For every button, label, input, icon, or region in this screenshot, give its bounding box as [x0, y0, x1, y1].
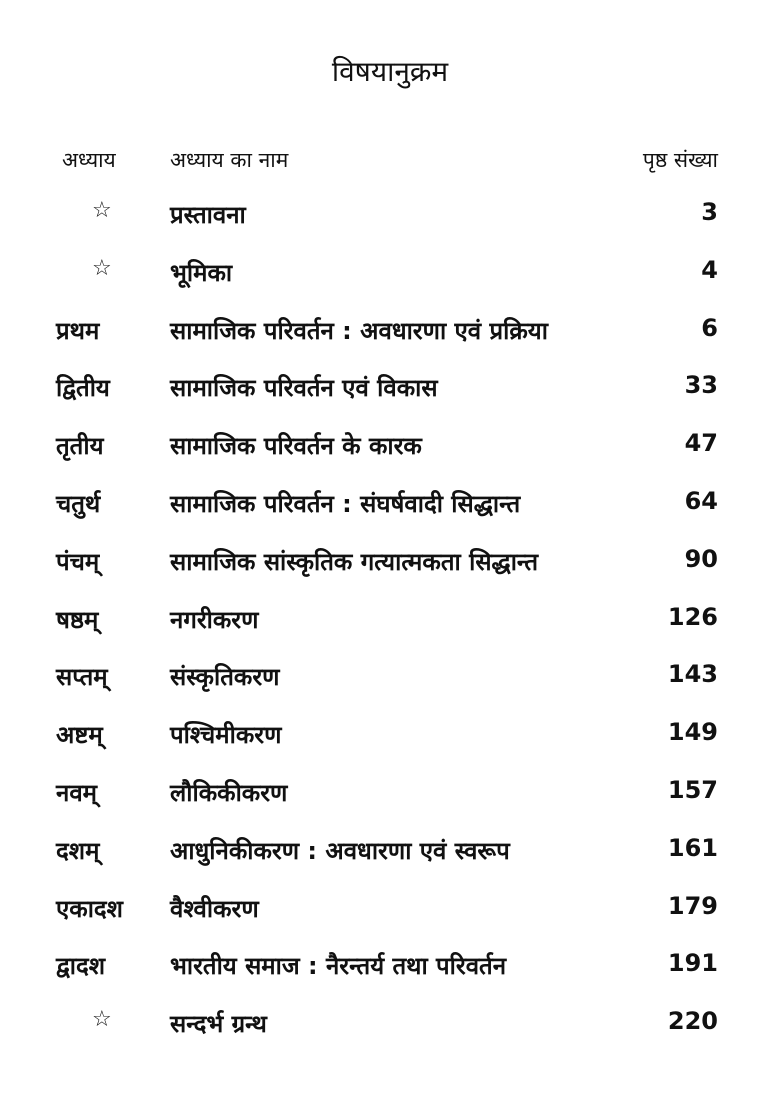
toc-row: षष्ठम् नगरीकरण 126 — [0, 603, 780, 661]
page-number: 64 — [684, 486, 718, 515]
toc-row: ☆ भूमिका 4 — [0, 256, 780, 314]
toc-row: अष्टम् पश्चिमीकरण 149 — [0, 718, 780, 776]
chapter-label: अष्टम् — [56, 721, 103, 750]
page-number: 126 — [667, 602, 718, 631]
page-number: 4 — [701, 255, 718, 284]
toc-row: ☆ सन्दर्भ ग्रन्थ 220 — [0, 1007, 780, 1065]
chapter-name: नगरीकरण — [170, 605, 259, 634]
toc-row: दशम् आधुनिकीकरण : अवधारणा एवं स्वरूप 161 — [0, 834, 780, 892]
page-number: 47 — [684, 429, 718, 458]
contents-list: ☆ प्रस्तावना 3 ☆ भूमिका 4 प्रथम सामाजिक परिवर्त… — [0, 198, 780, 1065]
page-title: विषयानुक्रम — [331, 55, 449, 88]
toc-row: सप्तम् संस्कृतिकरण 143 — [0, 660, 780, 718]
page-number: 6 — [701, 313, 718, 342]
chapter-label: पंचम् — [56, 547, 100, 576]
chapter-name: संस्कृतिकरण — [170, 663, 280, 692]
toc-row: प्रथम सामाजिक परिवर्तन : अवधारणा एवं प्रक… — [0, 314, 780, 372]
chapter-label: नवम् — [56, 778, 98, 807]
toc-row: द्वादश भारतीय समाज : नैरन्तर्य तथा परिवर्… — [0, 949, 780, 1007]
chapter-name: आधुनिकीकरण : अवधारणा एवं स्वरूप — [170, 836, 510, 865]
chapter-label: तृतीय — [56, 432, 104, 461]
chapter-label: चतुर्थ — [56, 489, 101, 518]
page-number: 149 — [667, 718, 718, 747]
chapter-name: सामाजिक परिवर्तन : अवधारणा एवं प्रक्रिया — [170, 316, 548, 345]
chapter-name: भूमिका — [170, 258, 233, 287]
page-number: 179 — [667, 891, 718, 920]
page-number: 90 — [684, 544, 718, 573]
star-icon: ☆ — [92, 255, 112, 281]
toc-row: तृतीय सामाजिक परिवर्तन के कारक 47 — [0, 429, 780, 487]
header-name: अध्याय का नाम — [170, 148, 289, 172]
table-header: अध्याय अध्याय का नाम पृष्ठ संख्या — [0, 146, 780, 176]
chapter-name: वैश्वीकरण — [170, 894, 259, 923]
chapter-name: भारतीय समाज : नैरन्तर्य तथा परिवर्तन — [170, 952, 507, 981]
page-number: 220 — [667, 1007, 718, 1036]
page-number: 3 — [701, 198, 718, 226]
chapter-name: सन्दर्भ ग्रन्थ — [170, 1010, 267, 1039]
page-number: 33 — [684, 371, 718, 400]
chapter-name: प्रस्तावना — [170, 201, 246, 229]
chapter-label: द्वितीय — [56, 374, 110, 403]
toc-row: पंचम् सामाजिक सांस्कृतिक गत्यात्मकता सिद्… — [0, 545, 780, 603]
chapter-name: सामाजिक सांस्कृतिक गत्यात्मकता सिद्धान्त — [170, 547, 539, 576]
star-icon: ☆ — [92, 198, 112, 223]
chapter-name: सामाजिक परिवर्तन के कारक — [170, 432, 422, 461]
page-number: 161 — [667, 833, 718, 862]
chapter-label: द्वादश — [56, 952, 106, 981]
chapter-label: षष्ठम् — [56, 605, 99, 634]
star-icon: ☆ — [92, 1007, 112, 1033]
page-number: 157 — [667, 775, 718, 804]
toc-row: द्वितीय सामाजिक परिवर्तन एवं विकास 33 — [0, 371, 780, 429]
chapter-name: लौकिकीकरण — [170, 778, 288, 807]
header-chapter: अध्याय — [62, 148, 116, 172]
chapter-label: सप्तम् — [56, 663, 108, 692]
chapter-name: सामाजिक परिवर्तन : संघर्षवादी सिद्धान्त — [170, 489, 521, 518]
page-number: 191 — [667, 949, 718, 978]
toc-row: एकादश वैश्वीकरण 179 — [0, 892, 780, 950]
chapter-label: एकादश — [56, 894, 123, 923]
chapter-label: प्रथम — [56, 316, 100, 345]
chapter-label: दशम् — [56, 836, 100, 865]
header-page: पृष्ठ संख्या — [642, 148, 718, 172]
toc-row: चतुर्थ सामाजिक परिवर्तन : संघर्षवादी सिद्… — [0, 487, 780, 545]
chapter-name: पश्चिमीकरण — [170, 721, 282, 750]
toc-row: ☆ प्रस्तावना 3 — [0, 198, 780, 256]
toc-row: नवम् लौकिकीकरण 157 — [0, 776, 780, 834]
chapter-name: सामाजिक परिवर्तन एवं विकास — [170, 374, 438, 403]
page-number: 143 — [667, 660, 718, 689]
